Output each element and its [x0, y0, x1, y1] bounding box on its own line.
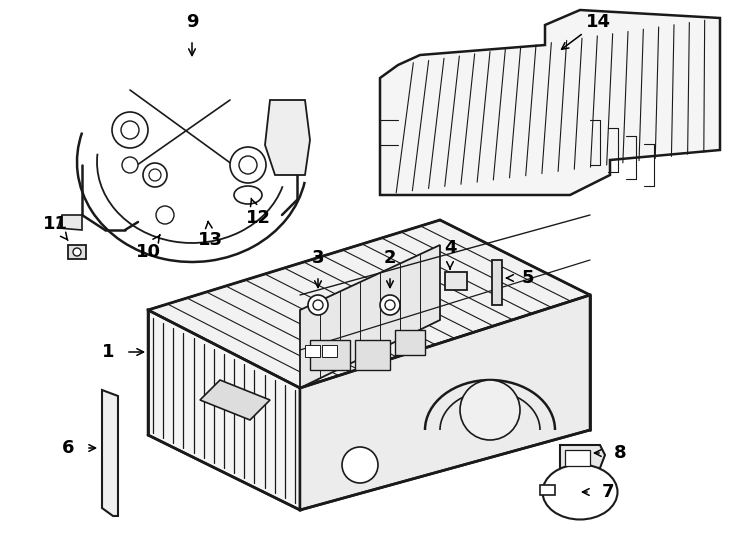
Circle shape	[230, 147, 266, 183]
Circle shape	[313, 300, 323, 310]
Ellipse shape	[542, 464, 617, 519]
Text: 3: 3	[312, 249, 324, 267]
Text: 10: 10	[136, 243, 161, 261]
Bar	[540, 485, 555, 495]
Circle shape	[122, 157, 138, 173]
Bar	[310, 340, 350, 370]
Bar	[322, 345, 337, 357]
Bar	[492, 260, 502, 305]
Text: 2: 2	[384, 249, 396, 267]
Polygon shape	[200, 380, 270, 420]
Text: 12: 12	[245, 209, 271, 227]
Circle shape	[121, 121, 139, 139]
Text: 6: 6	[62, 439, 74, 457]
Circle shape	[308, 295, 328, 315]
Polygon shape	[300, 245, 440, 388]
Circle shape	[149, 169, 161, 181]
Text: 11: 11	[43, 215, 68, 233]
Circle shape	[156, 206, 174, 224]
Polygon shape	[58, 215, 82, 230]
Circle shape	[385, 300, 395, 310]
Polygon shape	[265, 100, 310, 175]
Text: 1: 1	[102, 343, 115, 361]
Bar	[305, 345, 320, 357]
Circle shape	[460, 380, 520, 440]
Text: 5: 5	[522, 269, 534, 287]
Text: 7: 7	[602, 483, 614, 501]
Bar	[355, 340, 390, 370]
Circle shape	[239, 156, 257, 174]
Polygon shape	[102, 390, 118, 516]
Circle shape	[73, 248, 81, 256]
Polygon shape	[148, 310, 300, 510]
Bar	[445, 272, 467, 290]
Circle shape	[112, 112, 148, 148]
Text: 14: 14	[586, 13, 611, 31]
Text: 4: 4	[444, 239, 457, 257]
Polygon shape	[148, 220, 590, 388]
Text: 13: 13	[197, 231, 222, 249]
Polygon shape	[380, 10, 720, 195]
Circle shape	[143, 163, 167, 187]
Polygon shape	[560, 445, 605, 475]
Bar	[565, 450, 590, 466]
Circle shape	[342, 447, 378, 483]
Circle shape	[380, 295, 400, 315]
Bar	[395, 330, 425, 355]
Text: 8: 8	[614, 444, 626, 462]
Bar	[68, 245, 86, 259]
Polygon shape	[300, 295, 590, 510]
Ellipse shape	[234, 186, 262, 204]
Text: 9: 9	[186, 13, 198, 31]
